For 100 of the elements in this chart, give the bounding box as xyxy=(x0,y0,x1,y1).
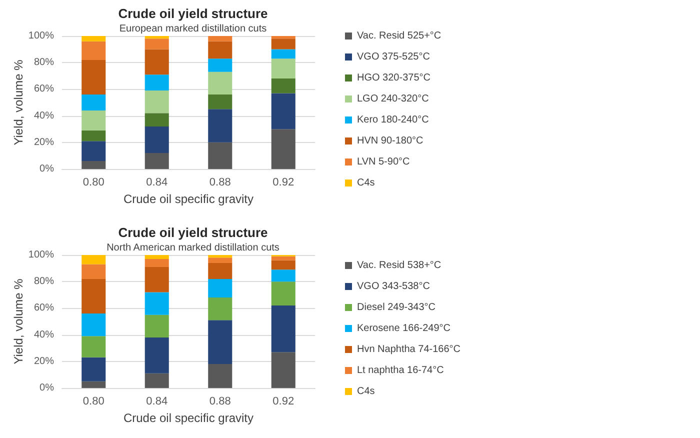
bar xyxy=(208,298,232,320)
bar xyxy=(82,357,106,382)
chart-subtitle: North American marked distillation cuts xyxy=(106,242,280,254)
bar xyxy=(271,256,296,260)
bar xyxy=(82,381,106,388)
bar xyxy=(208,262,232,279)
bar xyxy=(208,109,232,142)
bar xyxy=(208,36,232,42)
bar xyxy=(271,352,296,388)
bar xyxy=(271,282,296,306)
y-tick-label: 60% xyxy=(34,302,54,314)
legend-label: LGO 240-320°C xyxy=(357,94,429,104)
bar xyxy=(144,153,169,169)
y-tick-label: 0% xyxy=(40,382,54,394)
bar xyxy=(82,264,106,279)
bar xyxy=(208,278,232,298)
bar xyxy=(271,270,296,282)
x-tick-label: 0.80 xyxy=(82,396,104,408)
legend-label: HVN 90-180°C xyxy=(357,136,424,146)
bar xyxy=(271,93,296,130)
bar xyxy=(144,255,169,259)
bar xyxy=(144,113,169,126)
bar xyxy=(82,60,106,95)
bar xyxy=(82,110,106,130)
bar xyxy=(82,141,106,162)
bar xyxy=(82,36,106,42)
bar xyxy=(208,258,232,263)
x-tick-label: 0.84 xyxy=(146,176,168,188)
bar xyxy=(208,41,232,59)
legend-label: Kero 180-240°C xyxy=(357,114,429,126)
y-tick-label: 100% xyxy=(28,250,54,260)
bar xyxy=(82,130,106,142)
bar xyxy=(144,49,169,75)
bar xyxy=(271,78,296,94)
bar xyxy=(208,94,232,110)
bar xyxy=(144,266,169,292)
legend-label: VGO 375-525°C xyxy=(357,52,430,62)
legend-label: Vac. Resid 525+°C xyxy=(357,30,442,42)
y-axis-title: Yield, volume % xyxy=(12,278,26,364)
x-axis-title: Crude oil specific gravity xyxy=(123,192,254,206)
bar xyxy=(82,278,106,314)
y-tick-label: 20% xyxy=(34,356,54,367)
x-tick-label: 0.80 xyxy=(82,176,104,188)
y-tick-label: 80% xyxy=(34,276,54,288)
bar xyxy=(208,364,232,388)
bar xyxy=(271,58,296,79)
bar xyxy=(208,255,232,258)
bar xyxy=(82,255,106,264)
chart-title: Crude oil yield structure xyxy=(118,225,268,240)
bar xyxy=(208,142,232,169)
legend-label: Diesel 249-343°C xyxy=(357,302,436,313)
x-axis-title: Crude oil specific gravity xyxy=(123,411,254,425)
bar xyxy=(144,36,169,39)
bar xyxy=(271,129,296,169)
x-tick-label: 0.92 xyxy=(272,396,294,408)
x-tick-label: 0.84 xyxy=(146,396,168,408)
bar xyxy=(82,314,106,336)
bar xyxy=(144,38,169,50)
bar xyxy=(82,336,106,358)
y-axis-title: Yield, volume % xyxy=(12,59,26,146)
legend-label: VGO 343-538°C xyxy=(357,281,430,292)
bar xyxy=(144,74,169,91)
x-tick-label: 0.88 xyxy=(209,176,231,188)
legend-label: Hvn Naphtha 74-166°C xyxy=(357,344,461,355)
bar xyxy=(208,320,232,364)
bar xyxy=(271,260,296,270)
bar xyxy=(82,94,106,110)
y-tick-label: 40% xyxy=(34,329,54,340)
legend-label: HGO 320-375°C xyxy=(357,72,430,84)
legend-label: Kerosene 166-249°C xyxy=(357,323,451,334)
bar xyxy=(271,36,296,39)
y-tick-label: 20% xyxy=(34,136,54,148)
x-tick-label: 0.88 xyxy=(209,396,231,408)
legend-label: Vac. Resid 538+°C xyxy=(357,260,442,271)
y-tick-label: 40% xyxy=(34,110,54,122)
bar xyxy=(144,90,169,114)
bar xyxy=(144,314,169,338)
bar xyxy=(82,41,106,60)
bar xyxy=(82,161,106,169)
bar xyxy=(271,49,296,59)
x-tick-label: 0.92 xyxy=(272,176,294,188)
chart-subtitle: European marked distillation cuts xyxy=(119,24,267,34)
bar xyxy=(271,38,296,50)
bar xyxy=(144,292,169,315)
bar xyxy=(144,258,169,267)
bar xyxy=(208,72,232,95)
legend-label: C4s xyxy=(357,178,375,188)
legend-label: LVN 5-90°C xyxy=(357,156,410,168)
y-tick-label: 100% xyxy=(28,30,54,42)
legend-label: Lt naphtha 16-74°C xyxy=(357,365,444,376)
y-tick-label: 0% xyxy=(40,164,54,174)
y-tick-label: 60% xyxy=(34,84,54,95)
bar xyxy=(271,306,296,352)
bar xyxy=(208,58,232,72)
y-tick-label: 80% xyxy=(34,57,54,68)
bar xyxy=(144,126,169,154)
bar xyxy=(144,337,169,374)
legend-label: C4s xyxy=(357,386,375,397)
chart-title: Crude oil yield structure xyxy=(118,6,268,21)
bar xyxy=(144,373,169,388)
